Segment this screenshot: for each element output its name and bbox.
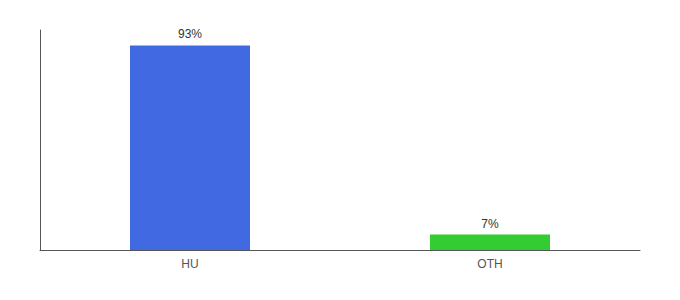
svg-text:7%: 7%: [481, 217, 499, 231]
svg-text:93%: 93%: [178, 27, 202, 41]
svg-text:HU: HU: [181, 257, 198, 271]
svg-text:OTH: OTH: [477, 257, 502, 271]
